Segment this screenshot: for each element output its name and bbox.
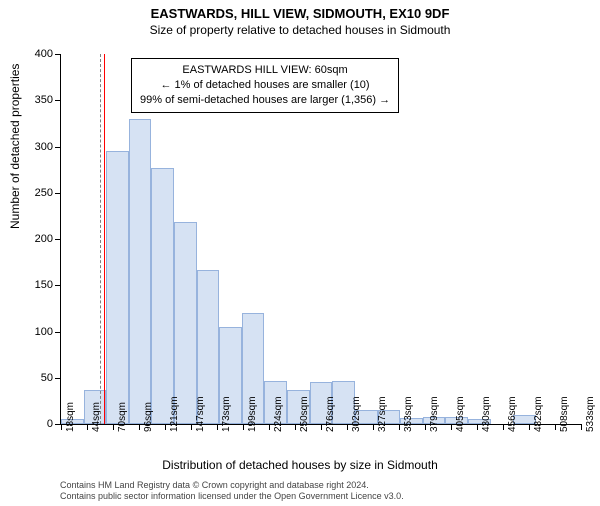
x-tick-label: 173sqm — [221, 396, 232, 432]
x-tick — [321, 424, 322, 430]
x-tick-label: 508sqm — [559, 396, 570, 432]
callout-line1: EASTWARDS HILL VIEW: 60sqm — [140, 63, 390, 78]
x-tick-label: 302sqm — [351, 396, 362, 432]
chart-subtitle: Size of property relative to detached ho… — [0, 23, 600, 37]
y-axis-label: Number of detached properties — [8, 64, 22, 229]
x-tick — [477, 424, 478, 430]
x-tick-label: 456sqm — [507, 396, 518, 432]
y-tick — [55, 332, 61, 333]
x-tick-label: 327sqm — [377, 396, 388, 432]
x-tick-label: 224sqm — [273, 396, 284, 432]
x-axis-label: Distribution of detached houses by size … — [0, 458, 600, 472]
x-tick — [347, 424, 348, 430]
callout-line3: 99% of semi-detached houses are larger (… — [140, 93, 390, 108]
x-tick-label: 199sqm — [247, 396, 258, 432]
histogram-bar — [174, 222, 197, 424]
x-tick-label: 70sqm — [117, 402, 128, 432]
histogram-chart: EASTWARDS, HILL VIEW, SIDMOUTH, EX10 9DF… — [0, 6, 600, 506]
x-tick-label: 405sqm — [455, 396, 466, 432]
y-tick-label: 250 — [35, 187, 53, 199]
x-tick-label: 353sqm — [403, 396, 414, 432]
x-tick-label: 482sqm — [533, 396, 544, 432]
x-tick — [243, 424, 244, 430]
y-tick-label: 200 — [35, 233, 53, 245]
y-tick — [55, 147, 61, 148]
x-tick — [87, 424, 88, 430]
x-tick — [165, 424, 166, 430]
x-tick — [269, 424, 270, 430]
chart-title: EASTWARDS, HILL VIEW, SIDMOUTH, EX10 9DF — [0, 6, 600, 21]
x-tick — [451, 424, 452, 430]
x-tick — [503, 424, 504, 430]
histogram-bar — [151, 168, 174, 424]
y-tick-label: 100 — [35, 326, 53, 338]
x-tick — [373, 424, 374, 430]
x-tick — [581, 424, 582, 430]
x-tick — [61, 424, 62, 430]
y-tick-label: 0 — [47, 418, 53, 430]
x-tick — [555, 424, 556, 430]
y-tick — [55, 100, 61, 101]
y-tick-label: 350 — [35, 94, 53, 106]
y-tick — [55, 54, 61, 55]
chart-footer: Contains HM Land Registry data © Crown c… — [60, 480, 404, 502]
x-tick-label: 250sqm — [299, 396, 310, 432]
x-tick-label: 533sqm — [585, 396, 596, 432]
x-tick — [217, 424, 218, 430]
x-tick — [113, 424, 114, 430]
callout-line2: ← 1% of detached houses are smaller (10) — [140, 78, 390, 93]
callout-box: EASTWARDS HILL VIEW: 60sqm← 1% of detach… — [131, 58, 399, 113]
x-tick — [399, 424, 400, 430]
y-tick — [55, 239, 61, 240]
marker-line — [104, 54, 105, 424]
y-tick-label: 150 — [35, 279, 53, 291]
x-tick-label: 379sqm — [429, 396, 440, 432]
plot-area: 05010015020025030035040018sqm44sqm70sqm9… — [60, 54, 581, 425]
y-tick-label: 400 — [35, 48, 53, 60]
y-tick-label: 300 — [35, 141, 53, 153]
y-tick — [55, 193, 61, 194]
x-tick-label: 96sqm — [143, 402, 154, 432]
x-tick-label: 121sqm — [169, 396, 180, 432]
y-tick-label: 50 — [41, 372, 53, 384]
y-tick — [55, 285, 61, 286]
y-tick — [55, 378, 61, 379]
histogram-bar — [129, 119, 152, 424]
x-tick-label: 276sqm — [325, 396, 336, 432]
histogram-bar — [106, 151, 129, 424]
x-tick-label: 18sqm — [65, 402, 76, 432]
x-tick-label: 430sqm — [481, 396, 492, 432]
x-tick — [191, 424, 192, 430]
footer-line1: Contains HM Land Registry data © Crown c… — [60, 480, 404, 491]
footer-line2: Contains public sector information licen… — [60, 491, 404, 502]
x-tick — [295, 424, 296, 430]
x-tick — [139, 424, 140, 430]
x-tick — [425, 424, 426, 430]
x-tick-label: 147sqm — [195, 396, 206, 432]
x-tick — [529, 424, 530, 430]
divider-line — [100, 54, 101, 424]
